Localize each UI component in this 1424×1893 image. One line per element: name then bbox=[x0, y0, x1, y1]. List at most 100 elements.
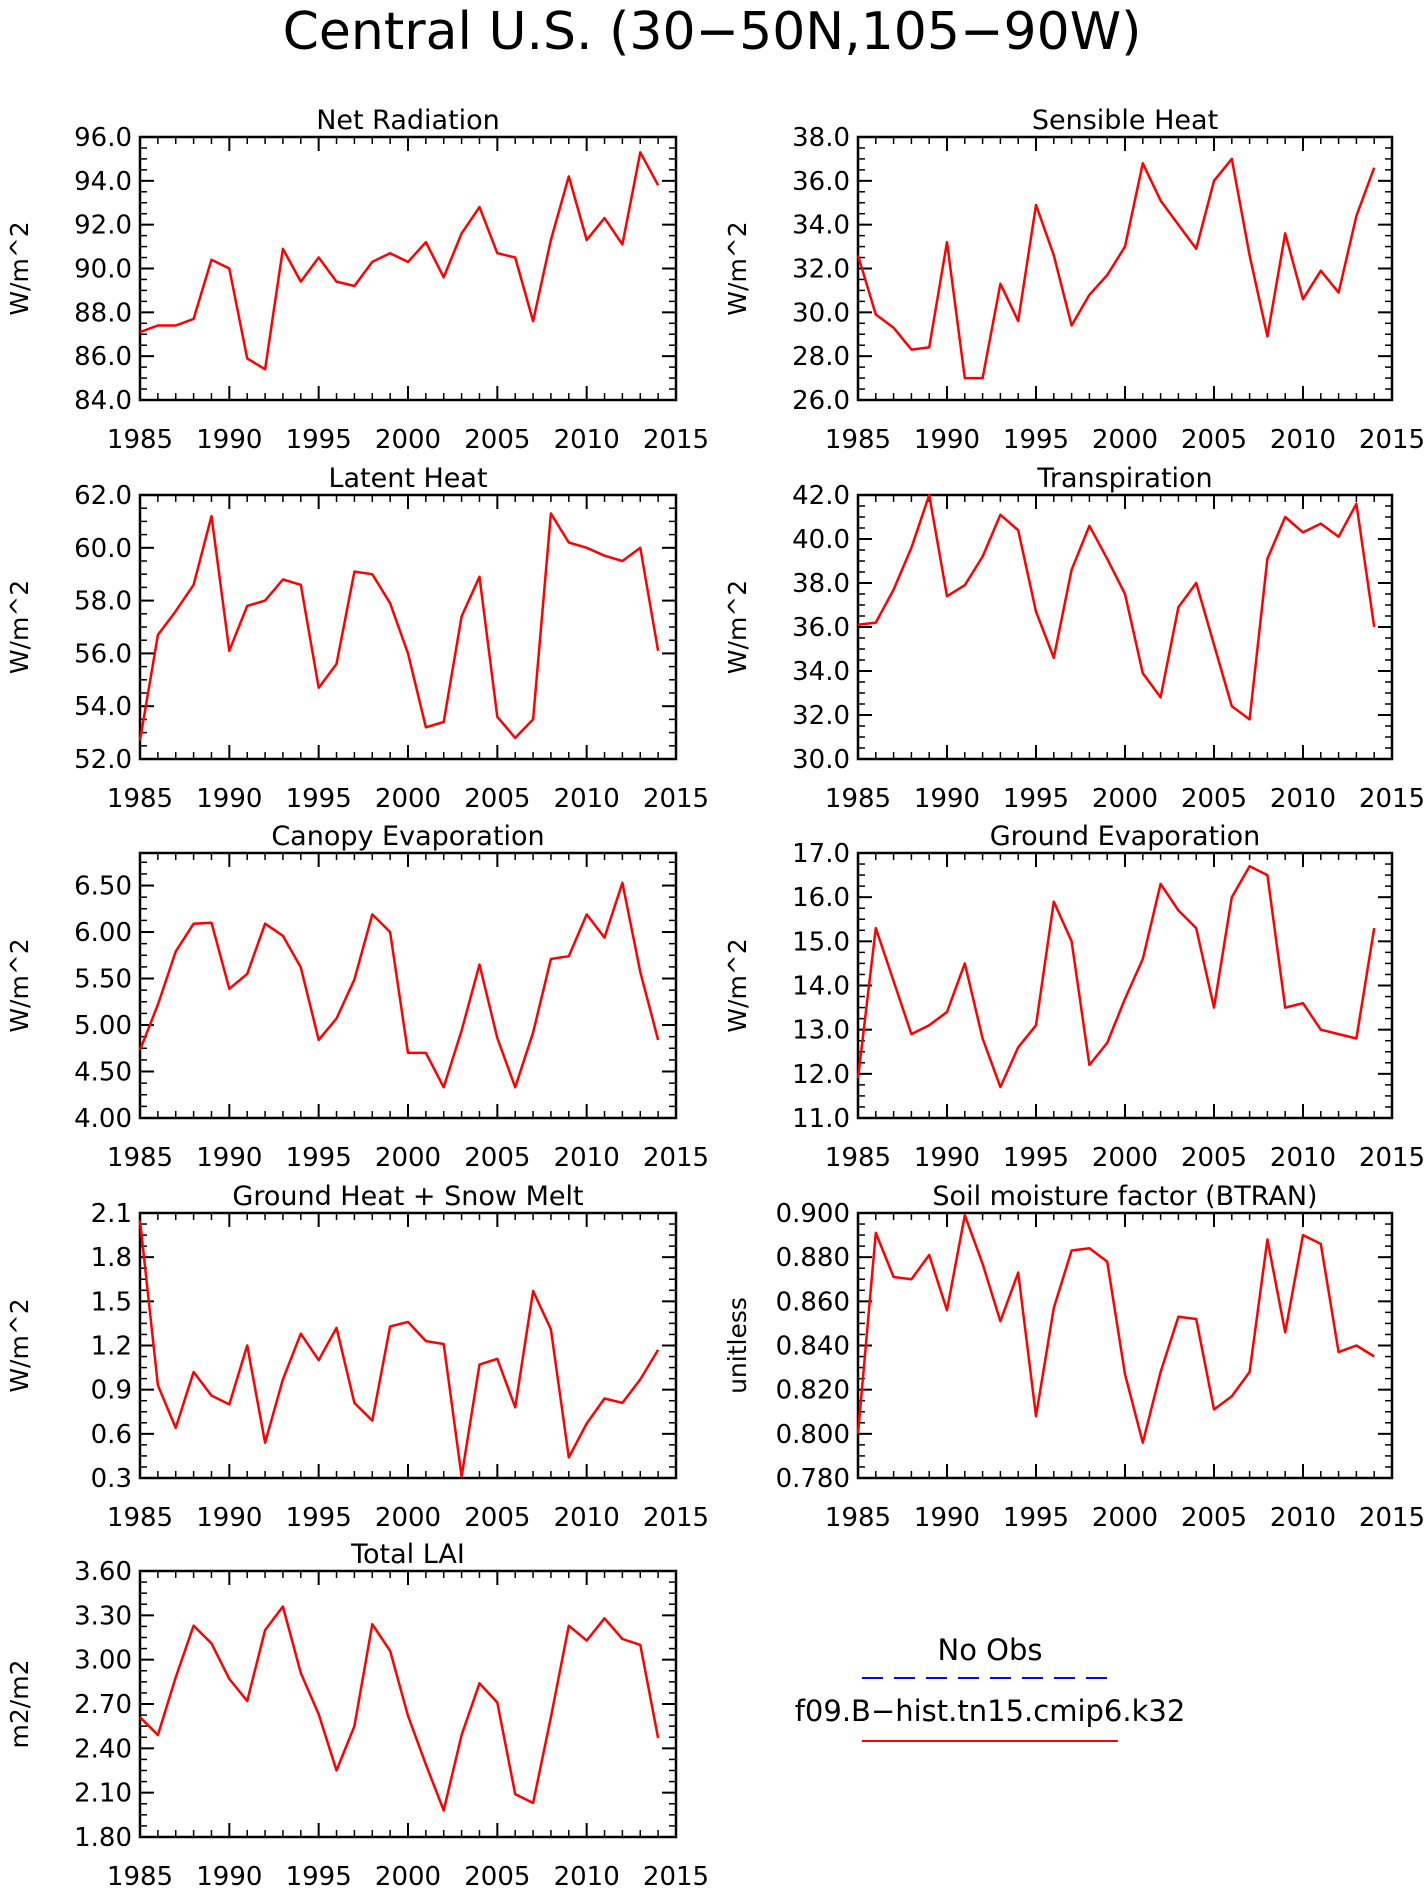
x-tick-label: 2015 bbox=[643, 1143, 709, 1173]
plot-frame bbox=[856, 135, 1394, 402]
y-tick-label: 52.0 bbox=[74, 745, 132, 775]
y-tick-label: 90.0 bbox=[74, 255, 132, 285]
x-tick-label: 2015 bbox=[1359, 425, 1424, 455]
series-line bbox=[856, 865, 1376, 1089]
x-tick-label: 2005 bbox=[1181, 784, 1247, 814]
x-tick-label: 2000 bbox=[375, 425, 441, 455]
x-tick-label: 1990 bbox=[914, 425, 980, 455]
y-tick-label: 2.10 bbox=[74, 1779, 132, 1809]
x-tick-label: 1990 bbox=[914, 784, 980, 814]
x-tick-label: 1990 bbox=[914, 1143, 980, 1173]
chart-panel: Transpiration W/m^2 30.0 32.0 34.0 36.0 38.0 40… bbox=[723, 463, 1424, 814]
y-axis-label: m2/m2 bbox=[5, 1660, 34, 1749]
x-tick-label: 2005 bbox=[1181, 1143, 1247, 1173]
y-tick-label: 0.9 bbox=[91, 1376, 132, 1406]
x-tick-label: 1985 bbox=[107, 1143, 173, 1173]
panel-title: Soil moisture factor (BTRAN) bbox=[932, 1181, 1317, 1212]
x-tick-label: 2000 bbox=[375, 784, 441, 814]
y-tick-label: 13.0 bbox=[792, 1016, 850, 1046]
x-tick-label: 2010 bbox=[554, 425, 620, 455]
y-tick-label: 0.3 bbox=[91, 1464, 132, 1494]
y-tick-label: 3.00 bbox=[74, 1646, 132, 1676]
y-tick-label: 4.00 bbox=[74, 1104, 132, 1134]
y-tick-label: 32.0 bbox=[792, 701, 850, 731]
panel-title: Canopy Evaporation bbox=[271, 821, 544, 852]
y-tick-label: 62.0 bbox=[74, 481, 132, 511]
legend-model-label: f09.B−hist.tn15.cmip6.k32 bbox=[795, 1694, 1186, 1728]
plot-frame bbox=[138, 493, 678, 761]
x-tick-label: 2000 bbox=[375, 1503, 441, 1533]
x-tick-label: 1995 bbox=[1003, 1503, 1069, 1533]
y-tick-label: 0.6 bbox=[91, 1420, 132, 1450]
y-tick-label: 15.0 bbox=[792, 927, 850, 957]
panels-group: Net Radiation W/m^2 84.0 86.0 88.0 90.0 92.0 94… bbox=[5, 105, 1424, 1892]
y-tick-label: 6.50 bbox=[74, 872, 132, 902]
plot-frame bbox=[856, 851, 1394, 1120]
x-tick-label: 1995 bbox=[286, 425, 352, 455]
chart-panel: Total LAI m2/m2 1.80 2.10 2.40 2.70 3.00 3.30 3.… bbox=[5, 1539, 709, 1892]
x-tick-label: 2005 bbox=[1181, 425, 1247, 455]
panel-title: Transpiration bbox=[1036, 463, 1212, 494]
y-tick-label: 54.0 bbox=[74, 692, 132, 722]
plot-frame bbox=[138, 1569, 678, 1839]
y-tick-label: 5.00 bbox=[74, 1011, 132, 1041]
y-tick-label: 86.0 bbox=[74, 342, 132, 372]
x-tick-label: 1995 bbox=[1003, 784, 1069, 814]
y-axis-label: W/m^2 bbox=[723, 221, 752, 315]
x-tick-label: 2005 bbox=[464, 1503, 530, 1533]
y-tick-label: 6.00 bbox=[74, 918, 132, 948]
y-tick-label: 84.0 bbox=[74, 386, 132, 416]
x-tick-label: 1985 bbox=[107, 784, 173, 814]
chart-panel: Ground Evaporation W/m^2 11.0 12.0 13.0 14.0 1… bbox=[723, 821, 1424, 1173]
y-tick-label: 34.0 bbox=[792, 657, 850, 687]
y-tick-label: 17.0 bbox=[792, 839, 850, 869]
x-tick-label: 1990 bbox=[914, 1503, 980, 1533]
y-tick-label: 3.30 bbox=[74, 1601, 132, 1631]
x-tick-label: 1995 bbox=[286, 784, 352, 814]
series-line bbox=[138, 512, 660, 741]
x-tick-label: 2015 bbox=[1359, 1143, 1424, 1173]
y-tick-label: 38.0 bbox=[792, 123, 850, 153]
series-line bbox=[856, 1213, 1375, 1444]
x-tick-label: 2000 bbox=[1092, 1503, 1158, 1533]
y-tick-label: 42.0 bbox=[792, 481, 850, 511]
x-tick-label: 2010 bbox=[1270, 1143, 1336, 1173]
legend-obs-label: No Obs bbox=[938, 1633, 1043, 1667]
y-tick-label: 14.0 bbox=[792, 972, 850, 1002]
y-axis-label: unitless bbox=[723, 1297, 752, 1394]
x-tick-label: 2015 bbox=[643, 425, 709, 455]
panel-title: Total LAI bbox=[350, 1539, 465, 1570]
x-tick-label: 2010 bbox=[1270, 1503, 1336, 1533]
y-tick-label: 1.80 bbox=[74, 1823, 132, 1853]
y-tick-label: 38.0 bbox=[792, 569, 850, 599]
y-tick-label: 5.50 bbox=[74, 965, 132, 995]
series-line bbox=[139, 151, 660, 371]
y-tick-label: 1.8 bbox=[91, 1243, 132, 1273]
y-tick-label: 58.0 bbox=[74, 587, 132, 617]
plot-frame bbox=[856, 493, 1394, 761]
y-axis-label: W/m^2 bbox=[5, 580, 34, 674]
x-tick-label: 2000 bbox=[375, 1862, 441, 1892]
y-tick-label: 96.0 bbox=[74, 123, 132, 153]
y-tick-label: 0.780 bbox=[776, 1464, 850, 1494]
y-tick-label: 0.840 bbox=[776, 1332, 850, 1362]
y-tick-label: 34.0 bbox=[792, 211, 850, 241]
x-tick-label: 1995 bbox=[286, 1143, 352, 1173]
plot-frame bbox=[138, 1211, 678, 1480]
y-axis-label: W/m^2 bbox=[723, 938, 752, 1032]
panel-title: Ground Evaporation bbox=[990, 821, 1261, 852]
y-tick-label: 32.0 bbox=[792, 255, 850, 285]
x-tick-label: 2000 bbox=[375, 1143, 441, 1173]
x-tick-label: 2005 bbox=[464, 784, 530, 814]
chart-panel: Soil moisture factor (BTRAN) unitless 0.78… bbox=[723, 1181, 1424, 1533]
y-tick-label: 2.70 bbox=[74, 1690, 132, 1720]
x-tick-label: 1985 bbox=[825, 784, 891, 814]
x-tick-label: 1995 bbox=[286, 1862, 352, 1892]
x-tick-label: 2005 bbox=[464, 425, 530, 455]
x-tick-label: 2015 bbox=[1359, 784, 1424, 814]
y-tick-label: 2.40 bbox=[74, 1734, 132, 1764]
chart-panel: Ground Heat + Snow Melt W/m^2 0.3 0.6 0.9 1.2… bbox=[5, 1181, 709, 1533]
x-tick-label: 1990 bbox=[196, 1862, 262, 1892]
y-axis-label: W/m^2 bbox=[5, 938, 34, 1032]
x-tick-label: 1990 bbox=[196, 1143, 262, 1173]
